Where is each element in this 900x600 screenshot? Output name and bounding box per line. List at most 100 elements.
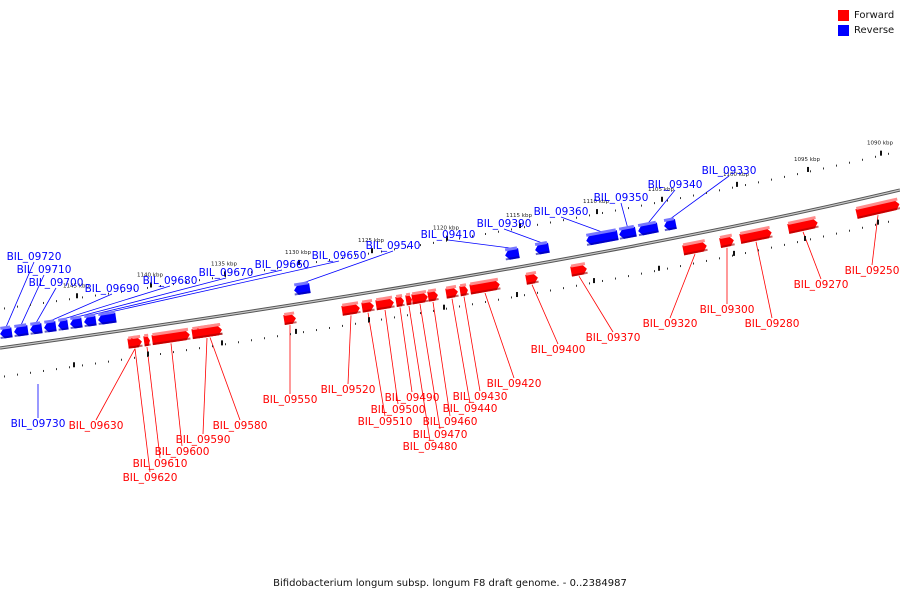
reverse-gene-glyph: [663, 217, 677, 232]
minor-tick: [498, 298, 499, 301]
major-tick: [446, 235, 448, 241]
gene-top-face: [283, 311, 295, 316]
gene-body: [131, 337, 138, 349]
gene-top-face: [132, 335, 137, 340]
minor-tick: [693, 194, 694, 197]
gene-shadow: [586, 237, 619, 246]
minor-tick: [238, 341, 239, 344]
minor-tick: [602, 211, 603, 214]
major-tick: [596, 209, 598, 215]
gene-body: [787, 218, 818, 234]
leader-line: [447, 239, 513, 249]
legend-label-forward: Forward: [854, 10, 895, 21]
major-tick: [147, 351, 149, 357]
forward-gene-glyph: [341, 301, 361, 316]
reverse-gene-glyph: [14, 323, 29, 337]
minor-tick: [888, 152, 889, 155]
leader-line: [367, 312, 386, 417]
gene-top-face: [152, 327, 189, 337]
gene-top-face: [637, 220, 657, 228]
minor-tick: [251, 271, 252, 274]
major-tick: [298, 259, 300, 265]
major-tick: [150, 282, 152, 288]
minor-tick: [732, 254, 733, 257]
minor-tick: [485, 300, 486, 303]
minor-tick: [329, 326, 330, 329]
gene-shadow: [284, 321, 297, 326]
forward-gene-glyph: [445, 284, 459, 299]
minor-tick: [394, 248, 395, 251]
gene-shadow: [788, 225, 819, 234]
forward-gene-label: BIL_09400: [531, 344, 586, 356]
gene-shadow: [342, 310, 361, 316]
minor-tick: [524, 226, 525, 229]
minor-tick: [784, 175, 785, 178]
minor-tick: [108, 292, 109, 295]
leader-line: [35, 287, 57, 324]
minor-tick: [602, 279, 603, 282]
gene-top-face: [405, 292, 411, 297]
minor-tick: [134, 356, 135, 359]
leader-line: [209, 337, 241, 421]
minor-tick: [667, 199, 668, 202]
gene-shadow: [58, 327, 69, 331]
gene-body: [44, 321, 57, 333]
minor-tick: [303, 263, 304, 266]
minor-tick: [264, 337, 265, 340]
gene-top-face: [525, 270, 537, 276]
minor-tick: [433, 241, 434, 244]
forward-gene-label: BIL_09470: [413, 429, 468, 441]
minor-tick: [862, 158, 863, 161]
leader-line: [20, 274, 45, 326]
minor-tick: [160, 353, 161, 356]
minor-tick: [823, 235, 824, 238]
scale-label: 1105 kbp: [648, 187, 674, 193]
leader-line: [384, 309, 399, 405]
gene-shadow: [152, 337, 191, 346]
forward-gene-label: BIL_09440: [443, 403, 498, 415]
gene-top-face: [341, 301, 359, 307]
gene-top-face: [445, 284, 457, 290]
gene-shadow: [638, 230, 659, 237]
gene-body: [405, 294, 412, 306]
leader-line: [578, 276, 614, 333]
minor-tick: [56, 300, 57, 303]
minor-tick: [524, 294, 525, 297]
minor-tick: [875, 223, 876, 226]
leader-line: [432, 301, 451, 417]
gene-shadow: [857, 207, 900, 219]
forward-gene-label: BIL_09300: [700, 304, 755, 316]
minor-tick: [95, 294, 96, 297]
forward-gene-glyph: [143, 333, 151, 347]
gene-shadow: [406, 302, 413, 306]
minor-tick: [4, 375, 5, 378]
minor-tick: [264, 269, 265, 272]
leader-line: [463, 296, 481, 392]
forward-gene-label: BIL_09590: [176, 434, 231, 446]
minor-tick: [407, 314, 408, 317]
minor-tick: [394, 316, 395, 319]
legend: Forward Reverse: [838, 8, 894, 38]
minor-tick: [277, 267, 278, 270]
gene-body: [739, 228, 772, 244]
genome-backbone: [0, 188, 900, 350]
minor-tick: [147, 286, 148, 289]
gene-shadow: [294, 290, 311, 296]
minor-tick: [238, 273, 239, 276]
minor-tick: [368, 252, 369, 255]
minor-tick: [693, 262, 694, 265]
minor-tick: [43, 369, 44, 372]
gene-shadow: [535, 250, 550, 256]
minor-tick: [355, 254, 356, 257]
major-tick: [443, 304, 445, 310]
minor-tick: [628, 275, 629, 278]
minor-tick: [888, 220, 889, 223]
forward-gene-glyph: [131, 335, 139, 349]
forward-gene-glyph: [405, 292, 413, 306]
minor-tick: [706, 259, 707, 262]
minor-tick: [459, 305, 460, 308]
gene-top-face: [375, 295, 393, 302]
minor-tick: [4, 307, 5, 310]
reverse-gene-label: BIL_09330: [702, 165, 757, 177]
leader-line: [89, 269, 283, 316]
